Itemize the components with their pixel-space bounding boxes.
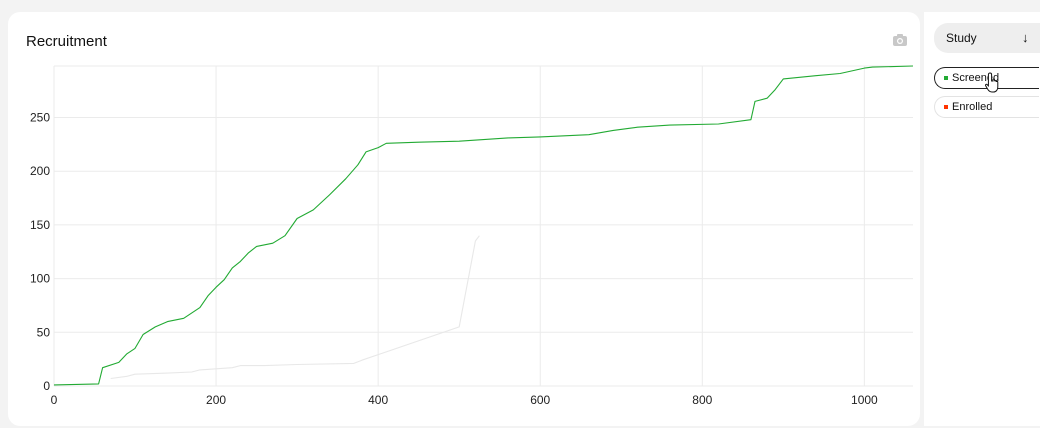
legend-swatch-enrolled [944, 105, 948, 109]
y-tick-label: 0 [43, 379, 50, 393]
x-tick-label: 400 [368, 393, 388, 407]
x-tick-label: 1000 [851, 393, 878, 407]
study-label: Study [946, 31, 977, 45]
x-tick-label: 600 [530, 393, 550, 407]
x-tick-label: 200 [206, 393, 226, 407]
camera-icon[interactable] [892, 33, 908, 47]
y-tick-label: 250 [30, 111, 50, 125]
legend-sidebar: Study ↓ Screened Enrolled [924, 12, 1040, 426]
x-tick-label: 0 [51, 393, 58, 407]
y-tick-label: 200 [30, 164, 50, 178]
legend-label-screened: Screened [952, 72, 1000, 84]
series-line-screened [53, 65, 914, 386]
arrow-down-icon: ↓ [1022, 30, 1029, 45]
hand-cursor-icon [984, 72, 999, 93]
recruitment-chart: 0 200 400 600 800 1000 0 50 100 150 200 250 [30, 65, 914, 407]
study-sort-button[interactable]: Study ↓ [934, 23, 1040, 53]
y-tick-label: 50 [37, 325, 51, 339]
y-tick-label: 150 [30, 218, 50, 232]
legend-item-screened[interactable]: Screened [934, 67, 1039, 89]
x-tick-label: 800 [692, 393, 712, 407]
legend-swatch-screened [944, 76, 948, 80]
series-line-enrolled [110, 235, 480, 380]
legend-label-enrolled: Enrolled [952, 101, 993, 113]
y-tick-label: 100 [30, 272, 50, 286]
chart-title: Recruitment [26, 33, 107, 50]
chart-panel: Recruitment [8, 12, 920, 426]
legend-item-enrolled[interactable]: Enrolled [934, 96, 1039, 118]
